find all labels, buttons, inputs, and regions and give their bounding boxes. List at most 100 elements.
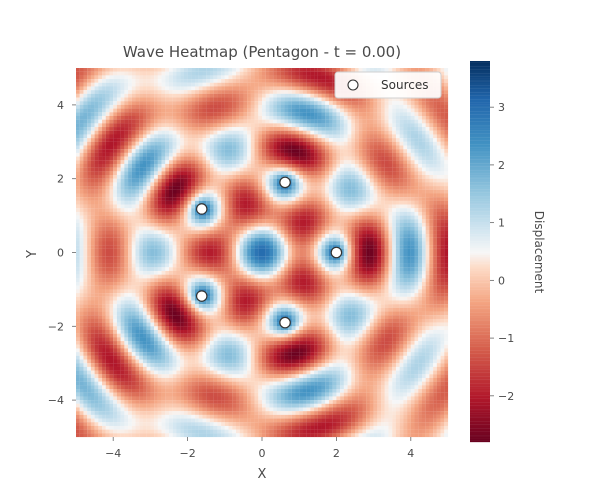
heatmap-cell xyxy=(94,93,99,98)
heatmap-cell xyxy=(105,245,110,249)
heatmap-cell xyxy=(280,160,285,165)
heatmap-cell xyxy=(76,104,80,109)
heatmap-cell xyxy=(202,189,207,194)
heatmap-cell xyxy=(94,123,99,128)
heatmap-cell xyxy=(414,141,419,146)
heatmap-cell xyxy=(392,204,396,209)
heatmap-cell xyxy=(399,219,404,224)
heatmap-cell xyxy=(395,175,400,179)
heatmap-cell xyxy=(425,138,430,142)
heatmap-cell xyxy=(124,93,129,98)
heatmap-cell xyxy=(421,127,426,131)
heatmap-cell xyxy=(306,222,311,227)
heatmap-cell xyxy=(325,127,330,131)
heatmap-cell xyxy=(83,71,88,76)
heatmap-cell xyxy=(343,245,348,249)
heatmap-cell xyxy=(195,93,199,98)
heatmap-cell xyxy=(135,123,140,128)
heatmap-cell xyxy=(299,112,303,117)
heatmap-cell xyxy=(202,237,207,242)
heatmap-cell xyxy=(317,141,322,146)
heatmap-cell xyxy=(161,108,166,113)
heatmap-cell xyxy=(325,115,330,120)
heatmap-cell xyxy=(135,71,140,76)
heatmap-cell xyxy=(373,160,378,165)
heatmap-cell xyxy=(198,145,203,150)
heatmap-cell xyxy=(154,112,158,117)
heatmap-cell xyxy=(209,90,214,94)
heatmap-cell xyxy=(265,82,270,87)
heatmap-cell xyxy=(172,127,177,131)
heatmap-cell xyxy=(150,248,155,253)
heatmap-cell xyxy=(83,193,88,198)
heatmap-cell xyxy=(407,222,411,227)
heatmap-cell xyxy=(113,123,117,128)
heatmap-cell xyxy=(343,219,348,224)
heatmap-cell xyxy=(299,245,303,249)
heatmap-cell xyxy=(403,112,408,117)
heatmap-cell xyxy=(76,108,80,113)
heatmap-cell xyxy=(418,237,423,242)
heatmap-cell xyxy=(98,245,103,249)
heatmap-cell xyxy=(321,211,326,216)
heatmap-cell xyxy=(395,130,400,135)
heatmap-cell xyxy=(299,178,303,183)
heatmap-cell xyxy=(306,160,311,165)
heatmap-cell xyxy=(243,108,248,113)
heatmap-cell xyxy=(87,79,91,83)
heatmap-cell xyxy=(269,219,274,224)
heatmap-cell xyxy=(321,171,326,176)
heatmap-cell xyxy=(161,90,166,94)
heatmap-cell xyxy=(191,90,196,94)
heatmap-cell xyxy=(161,178,166,183)
heatmap-cell xyxy=(191,219,196,224)
heatmap-cell xyxy=(187,75,192,80)
heatmap-cell xyxy=(105,68,110,72)
heatmap-cell xyxy=(433,130,437,135)
heatmap-cell xyxy=(113,93,117,98)
heatmap-cell xyxy=(135,75,140,80)
heatmap-cell xyxy=(280,241,285,246)
heatmap-cell xyxy=(187,119,192,124)
heatmap-cell xyxy=(288,112,292,117)
heatmap-cell xyxy=(433,197,437,201)
heatmap-cell xyxy=(258,200,263,205)
heatmap-cell xyxy=(157,79,162,83)
heatmap-cell xyxy=(79,115,84,120)
heatmap-cell xyxy=(169,108,173,113)
heatmap-cell xyxy=(284,104,289,109)
heatmap-cell xyxy=(262,197,266,201)
heatmap-cell xyxy=(150,204,155,209)
heatmap-cell xyxy=(384,219,389,224)
heatmap-cell xyxy=(347,112,352,117)
heatmap-cell xyxy=(314,241,318,246)
heatmap-cell xyxy=(276,200,281,205)
heatmap-cell xyxy=(120,127,125,131)
heatmap-cell xyxy=(414,200,419,205)
heatmap-cell xyxy=(250,204,255,209)
heatmap-cell xyxy=(98,234,103,238)
heatmap-cell xyxy=(429,204,434,209)
heatmap-cell xyxy=(336,208,341,212)
heatmap-cell xyxy=(224,68,229,72)
heatmap-cell xyxy=(343,234,348,238)
heatmap-cell xyxy=(433,127,437,131)
heatmap-cell xyxy=(399,115,404,120)
heatmap-cell xyxy=(332,112,337,117)
heatmap-cell xyxy=(395,152,400,157)
heatmap-cell xyxy=(328,211,333,216)
heatmap-cell xyxy=(433,156,437,161)
heatmap-cell xyxy=(366,193,370,198)
heatmap-cell xyxy=(161,167,166,172)
heatmap-cell xyxy=(154,75,158,80)
heatmap-cell xyxy=(369,112,374,117)
heatmap-cell xyxy=(83,215,88,220)
heatmap-cell xyxy=(362,200,367,205)
heatmap-cell xyxy=(377,130,382,135)
heatmap-cell xyxy=(410,204,415,209)
heatmap-cell xyxy=(418,245,423,249)
heatmap-cell xyxy=(131,167,136,172)
heatmap-cell xyxy=(161,208,166,212)
heatmap-cell xyxy=(355,112,359,117)
heatmap-cell xyxy=(343,237,348,242)
